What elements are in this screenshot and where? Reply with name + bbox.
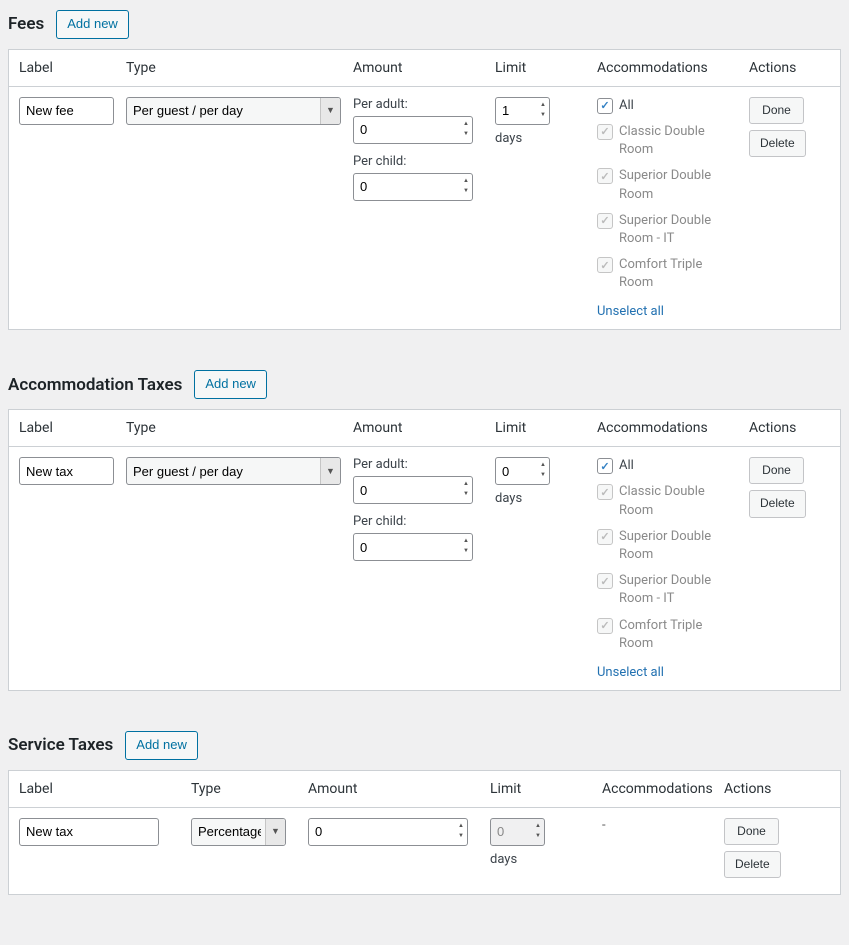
delete-button[interactable]: Delete [749,490,806,517]
col-header-amount: Amount [353,420,483,436]
days-label: days [495,131,585,146]
fee-per-adult-input[interactable] [353,116,473,144]
col-header-limit: Limit [495,420,585,436]
all-checkbox[interactable] [597,458,613,474]
accom-checkbox [597,257,613,273]
done-button[interactable]: Done [749,97,804,124]
accom-taxes-header: Accommodation Taxes Add new [8,360,841,409]
accom-label: Classic Double Room [619,483,737,519]
unselect-all-link[interactable]: Unselect all [597,304,664,319]
unselect-all-link[interactable]: Unselect all [597,665,664,680]
all-label: All [619,457,634,475]
accom-label: Comfort Triple Room [619,256,737,292]
accom-label: Comfort Triple Room [619,617,737,653]
service-taxes-table-head: Label Type Amount Limit Accommodations A… [9,771,840,808]
accom-label: Superior Double Room [619,528,737,564]
accom-checkbox [597,124,613,140]
accom-taxes-section: Accommodation Taxes Add new Label Type A… [8,360,841,690]
tax-per-adult-input[interactable] [353,476,473,504]
per-child-label: Per child: [353,514,483,529]
col-header-accommodations: Accommodations [597,420,737,436]
col-header-limit: Limit [490,781,590,797]
accom-label: Classic Double Room [619,123,737,159]
fees-title: Fees [8,14,44,34]
delete-button[interactable]: Delete [724,851,781,878]
fee-type-select[interactable]: Per guest / per day [126,97,341,125]
tax-label-input[interactable] [19,457,114,485]
col-header-limit: Limit [495,60,585,76]
col-header-type: Type [126,420,341,436]
all-checkbox[interactable] [597,98,613,114]
accom-taxes-table: Label Type Amount Limit Accommodations A… [8,409,841,691]
col-header-label: Label [19,60,114,76]
per-adult-label: Per adult: [353,457,483,472]
accom-checkbox [597,618,613,634]
service-taxes-header: Service Taxes Add new [8,721,841,770]
accom-checkbox [597,168,613,184]
days-label: days [490,852,590,867]
fee-limit-input[interactable] [495,97,550,125]
accom-checkbox [597,529,613,545]
col-header-accommodations: Accommodations [597,60,737,76]
col-header-type: Type [126,60,341,76]
accom-checkbox [597,213,613,229]
service-tax-limit-input [490,818,545,846]
tax-accommodations: All Classic Double Room Superior Double … [597,457,737,680]
col-header-label: Label [19,420,114,436]
all-label: All [619,97,634,115]
col-header-amount: Amount [308,781,478,797]
tax-per-child-input[interactable] [353,533,473,561]
col-header-accommodations: Accommodations [602,781,712,797]
service-taxes-section: Service Taxes Add new Label Type Amount … [8,721,841,895]
accom-label: Superior Double Room - IT [619,572,737,608]
fees-add-new-button[interactable]: Add new [56,10,129,39]
delete-button[interactable]: Delete [749,130,806,157]
accom-checkbox [597,484,613,500]
accom-taxes-title: Accommodation Taxes [8,375,182,395]
per-child-label: Per child: [353,154,483,169]
days-label: days [495,491,585,506]
service-tax-amount-input[interactable] [308,818,468,846]
fees-header: Fees Add new [8,0,841,49]
service-taxes-title: Service Taxes [8,735,113,755]
done-button[interactable]: Done [724,818,779,845]
accom-taxes-add-new-button[interactable]: Add new [194,370,267,399]
service-taxes-add-new-button[interactable]: Add new [125,731,198,760]
service-tax-label-input[interactable] [19,818,159,846]
accom-label: Superior Double Room - IT [619,212,737,248]
done-button[interactable]: Done [749,457,804,484]
service-taxes-table: Label Type Amount Limit Accommodations A… [8,770,841,895]
tax-limit-input[interactable] [495,457,550,485]
accom-checkbox [597,573,613,589]
fees-table-head: Label Type Amount Limit Accommodations A… [9,50,840,87]
fees-table: Label Type Amount Limit Accommodations A… [8,49,841,331]
col-header-actions: Actions [749,60,819,76]
accom-dash: - [602,818,606,833]
fee-label-input[interactable] [19,97,114,125]
tax-type-select[interactable]: Per guest / per day [126,457,341,485]
accom-taxes-table-head: Label Type Amount Limit Accommodations A… [9,410,840,447]
service-tax-type-select[interactable]: Percentage [191,818,286,846]
fee-accommodations: All Classic Double Room Superior Double … [597,97,737,320]
col-header-label: Label [19,781,179,797]
service-taxes-table-row: Percentage ▼ ▲▼ ▲▼ days - [9,808,840,894]
accom-taxes-table-row: Per guest / per day ▼ Per adult: ▲▼ Per … [9,447,840,690]
fees-section: Fees Add new Label Type Amount Limit Acc… [8,0,841,330]
col-header-actions: Actions [724,781,794,797]
col-header-amount: Amount [353,60,483,76]
fees-table-row: Per guest / per day ▼ Per adult: ▲▼ Per … [9,87,840,330]
per-adult-label: Per adult: [353,97,483,112]
col-header-type: Type [191,781,296,797]
accom-label: Superior Double Room [619,167,737,203]
fee-per-child-input[interactable] [353,173,473,201]
col-header-actions: Actions [749,420,819,436]
